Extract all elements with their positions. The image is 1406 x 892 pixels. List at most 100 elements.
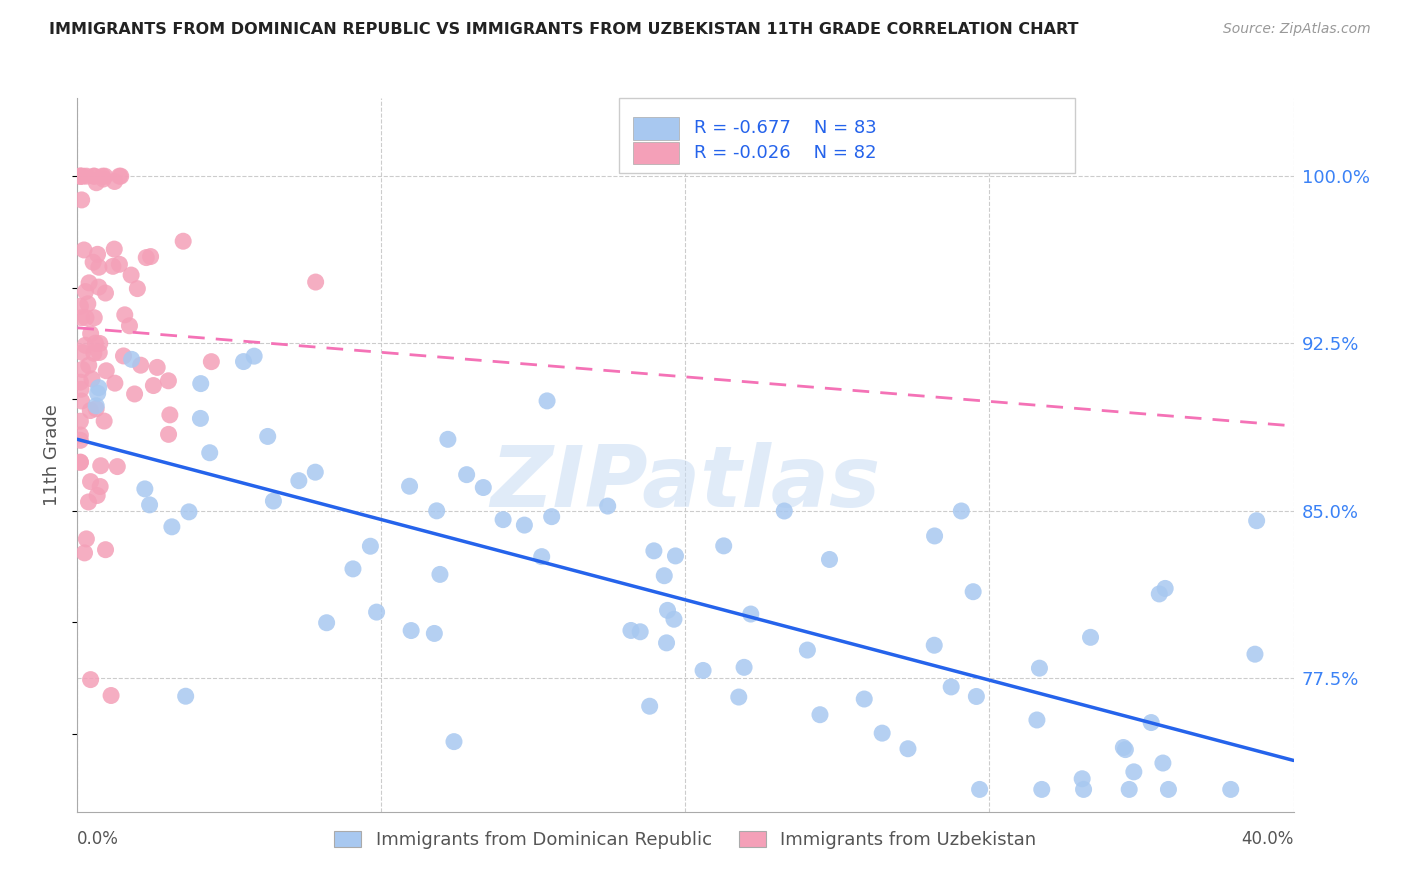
Point <box>924 529 946 543</box>
Point <box>103 174 125 188</box>
Point <box>70 382 93 396</box>
Point <box>86 247 108 261</box>
Point <box>426 504 449 518</box>
Point <box>104 376 127 391</box>
Point <box>70 310 93 325</box>
Point <box>120 268 142 282</box>
Point <box>118 318 141 333</box>
Point <box>84 336 107 351</box>
Point <box>713 539 735 553</box>
Point <box>103 242 125 256</box>
Bar <box>633 142 679 164</box>
Point <box>1246 514 1268 528</box>
Point <box>808 707 831 722</box>
Point <box>89 336 111 351</box>
Point <box>596 499 619 513</box>
Point <box>198 446 221 460</box>
Point <box>870 726 893 740</box>
Point <box>652 568 675 582</box>
Point <box>72 362 94 376</box>
Point <box>138 498 160 512</box>
Point <box>86 488 108 502</box>
Point <box>89 479 111 493</box>
Point <box>91 172 114 186</box>
Point <box>256 429 278 443</box>
Point <box>1154 582 1177 596</box>
Point <box>172 234 194 248</box>
Point <box>69 299 91 313</box>
Point <box>1114 742 1136 756</box>
Point <box>513 518 536 533</box>
Point <box>73 546 96 560</box>
Point <box>79 403 101 417</box>
Point <box>190 411 212 425</box>
Point <box>146 360 169 375</box>
Point <box>157 427 180 442</box>
Point <box>692 664 714 678</box>
Point <box>69 169 91 183</box>
Point <box>922 638 945 652</box>
Point <box>733 660 755 674</box>
Point <box>69 169 91 183</box>
Point <box>70 394 93 409</box>
Point <box>75 169 97 183</box>
Point <box>100 689 122 703</box>
Point <box>443 734 465 748</box>
Point <box>1080 631 1102 645</box>
Point <box>853 692 876 706</box>
Point <box>472 481 495 495</box>
Text: R = -0.677    N = 83: R = -0.677 N = 83 <box>695 120 877 137</box>
Text: R = -0.026    N = 82: R = -0.026 N = 82 <box>695 145 876 162</box>
Point <box>83 346 105 360</box>
Point <box>87 381 110 395</box>
Point <box>159 408 181 422</box>
Point <box>262 494 284 508</box>
Point <box>232 354 254 368</box>
Point <box>83 310 105 325</box>
Point <box>200 354 222 368</box>
Point <box>620 624 643 638</box>
Point <box>77 359 100 373</box>
Point <box>628 624 651 639</box>
Point <box>108 257 131 271</box>
Point <box>1140 715 1163 730</box>
Point <box>94 542 117 557</box>
Text: 0.0%: 0.0% <box>77 830 120 847</box>
Bar <box>633 117 679 139</box>
Point <box>96 364 118 378</box>
Point <box>69 434 91 448</box>
Point <box>127 282 149 296</box>
Point <box>72 169 94 183</box>
Point <box>1244 647 1267 661</box>
Text: Source: ZipAtlas.com: Source: ZipAtlas.com <box>1223 22 1371 37</box>
Point <box>243 349 266 363</box>
Point <box>75 310 97 325</box>
Point <box>727 690 749 704</box>
Point <box>941 680 963 694</box>
Point <box>80 372 103 386</box>
Point <box>1219 782 1241 797</box>
Point <box>897 741 920 756</box>
Point <box>492 513 515 527</box>
Point <box>662 612 685 626</box>
Point <box>86 176 108 190</box>
Point <box>796 643 818 657</box>
Point <box>969 782 991 797</box>
Point <box>75 285 97 299</box>
Point <box>1157 782 1180 797</box>
Point <box>94 286 117 301</box>
Point <box>69 414 91 428</box>
Point <box>429 567 451 582</box>
Point <box>77 276 100 290</box>
Point <box>73 243 96 257</box>
Point <box>160 520 183 534</box>
Point <box>1149 587 1171 601</box>
Point <box>79 326 101 341</box>
Point <box>456 467 478 482</box>
Point <box>1118 782 1140 797</box>
Text: IMMIGRANTS FROM DOMINICAN REPUBLIC VS IMMIGRANTS FROM UZBEKISTAN 11TH GRADE CORR: IMMIGRANTS FROM DOMINICAN REPUBLIC VS IM… <box>49 22 1078 37</box>
Point <box>664 549 686 563</box>
FancyBboxPatch shape <box>619 98 1074 173</box>
Point <box>79 475 101 489</box>
Point <box>93 414 115 428</box>
